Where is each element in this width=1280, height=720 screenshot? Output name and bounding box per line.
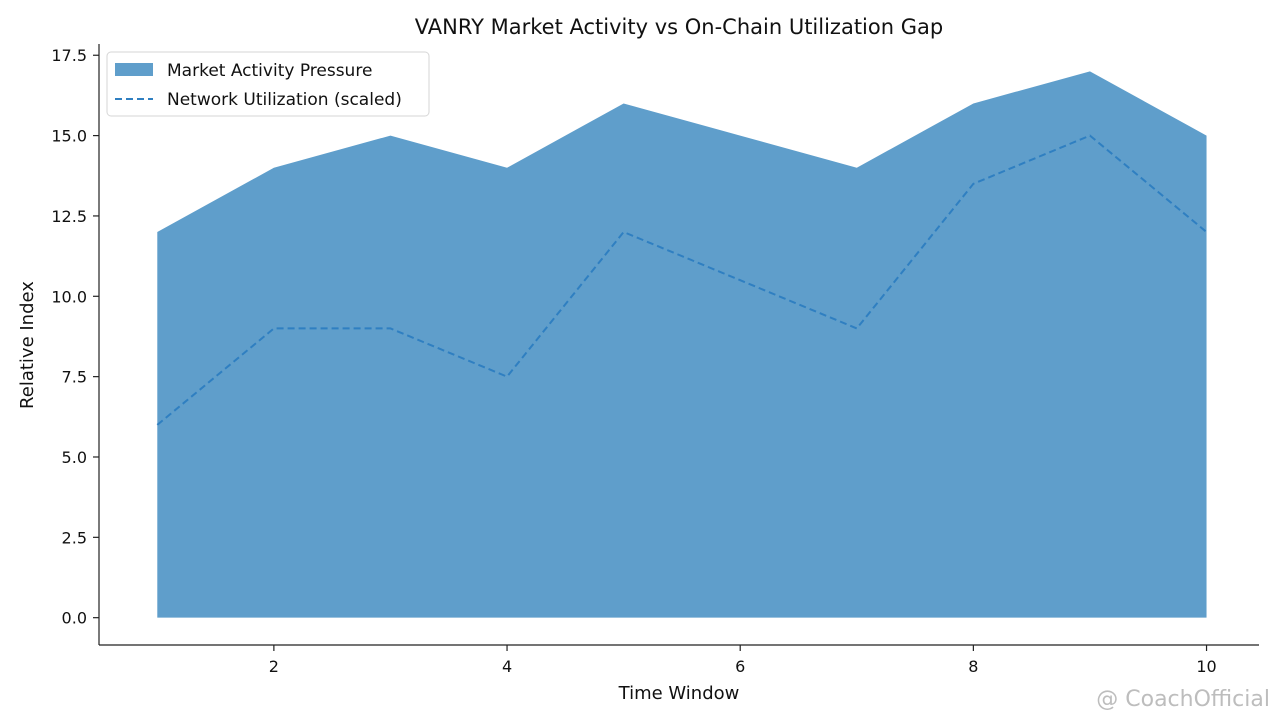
x-axis-label: Time Window — [618, 683, 740, 704]
legend: Market Activity Pressure Network Utiliza… — [106, 51, 430, 117]
y-tick-label: 5.0 — [62, 448, 87, 467]
line-point-network-utilization — [388, 326, 392, 330]
line-point-network-utilization — [622, 230, 626, 234]
y-tick-label: 12.5 — [51, 207, 87, 226]
line-point-network-utilization — [1205, 230, 1209, 234]
area-point-market-activity — [272, 166, 276, 170]
line-point-network-utilization — [505, 375, 509, 379]
y-tick-label: 15.0 — [51, 127, 87, 146]
x-tick-label: 8 — [968, 657, 978, 676]
x-axis-ticks: 2 4 6 8 10 — [269, 645, 1217, 676]
legend-swatch-market-activity — [115, 63, 153, 76]
line-point-network-utilization — [971, 182, 975, 186]
area-point-market-activity — [505, 166, 509, 170]
y-axis-label: Relative Index — [17, 281, 38, 409]
area-point-market-activity — [738, 134, 742, 138]
x-tick-label: 2 — [269, 657, 279, 676]
area-point-market-activity — [971, 101, 975, 105]
x-tick-label: 4 — [502, 657, 512, 676]
area-point-market-activity — [1088, 69, 1092, 73]
legend-label-market-activity: Market Activity Pressure — [167, 61, 372, 81]
area-point-market-activity — [155, 230, 159, 234]
line-point-network-utilization — [738, 278, 742, 282]
y-tick-label: 10.0 — [51, 287, 87, 306]
line-point-network-utilization — [1088, 134, 1092, 138]
x-tick-label: 10 — [1196, 657, 1216, 676]
area-point-market-activity — [855, 166, 859, 170]
x-tick-label: 6 — [735, 657, 745, 676]
line-point-network-utilization — [855, 326, 859, 330]
area-point-market-activity — [622, 101, 626, 105]
plot-area — [98, 44, 1259, 646]
y-tick-label: 17.5 — [51, 46, 87, 65]
legend-label-network-utilization: Network Utilization (scaled) — [167, 90, 402, 110]
line-point-network-utilization — [155, 423, 159, 427]
line-point-network-utilization — [272, 326, 276, 330]
y-tick-label: 2.5 — [62, 528, 87, 547]
chart-title: VANRY Market Activity vs On-Chain Utiliz… — [415, 15, 943, 39]
y-axis-ticks: 0.0 2.5 5.0 7.5 10.0 12.5 15.0 17.5 — [51, 46, 99, 628]
line-network-utilization — [156, 134, 1208, 426]
y-tick-label: 7.5 — [62, 368, 87, 387]
y-tick-label: 0.0 — [62, 609, 87, 628]
area-point-market-activity — [1205, 134, 1209, 138]
legend-box — [106, 51, 430, 117]
area-point-market-activity — [388, 134, 392, 138]
watermark: @ CoachOfficial — [1096, 687, 1270, 712]
area-market-activity — [157, 71, 1207, 618]
